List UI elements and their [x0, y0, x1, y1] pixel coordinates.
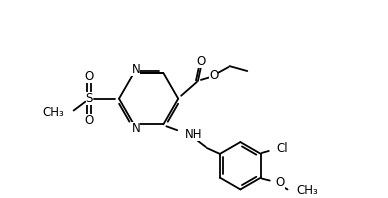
- Text: NH: NH: [185, 128, 203, 141]
- Text: N: N: [132, 63, 140, 76]
- Text: CH₃: CH₃: [42, 106, 64, 119]
- Text: CH₃: CH₃: [296, 184, 318, 197]
- Text: S: S: [86, 92, 93, 105]
- Text: O: O: [196, 55, 206, 68]
- Text: O: O: [276, 176, 285, 189]
- Text: O: O: [85, 70, 94, 84]
- Text: O: O: [85, 114, 94, 127]
- Text: Cl: Cl: [277, 143, 288, 155]
- Text: O: O: [209, 69, 218, 83]
- Text: N: N: [132, 122, 140, 135]
